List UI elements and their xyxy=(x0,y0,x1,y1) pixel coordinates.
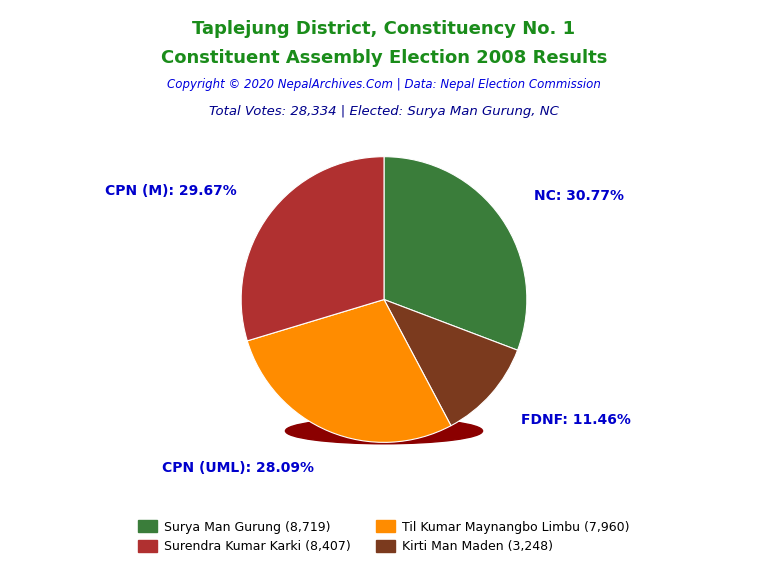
Text: FDNF: 11.46%: FDNF: 11.46% xyxy=(521,414,631,427)
Wedge shape xyxy=(384,300,518,426)
Text: NC: 30.77%: NC: 30.77% xyxy=(535,189,624,203)
Wedge shape xyxy=(241,157,384,341)
Text: Constituent Assembly Election 2008 Results: Constituent Assembly Election 2008 Resul… xyxy=(161,49,607,67)
Ellipse shape xyxy=(286,418,482,444)
Wedge shape xyxy=(384,157,527,350)
Text: Copyright © 2020 NepalArchives.Com | Data: Nepal Election Commission: Copyright © 2020 NepalArchives.Com | Dat… xyxy=(167,78,601,91)
Text: Taplejung District, Constituency No. 1: Taplejung District, Constituency No. 1 xyxy=(193,20,575,38)
Legend: Surya Man Gurung (8,719), Surendra Kumar Karki (8,407), Til Kumar Maynangbo Limb: Surya Man Gurung (8,719), Surendra Kumar… xyxy=(133,516,635,558)
Text: Total Votes: 28,334 | Elected: Surya Man Gurung, NC: Total Votes: 28,334 | Elected: Surya Man… xyxy=(209,105,559,118)
Wedge shape xyxy=(247,300,451,442)
Text: CPN (UML): 28.09%: CPN (UML): 28.09% xyxy=(162,461,313,475)
Text: CPN (M): 29.67%: CPN (M): 29.67% xyxy=(105,184,237,198)
